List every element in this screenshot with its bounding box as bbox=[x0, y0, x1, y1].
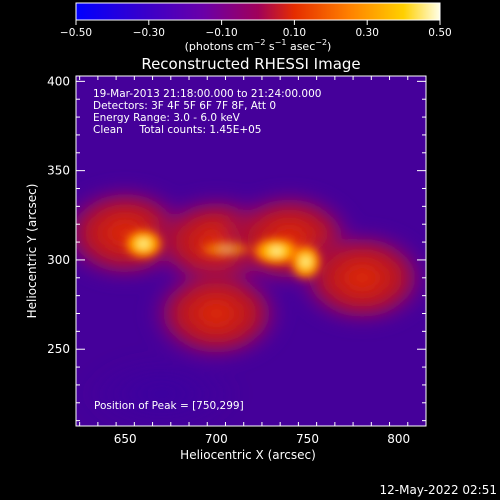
y-axis: 250 300 350 400 bbox=[47, 74, 426, 422]
y-tick-label: 350 bbox=[47, 164, 70, 178]
x-tick-label: 750 bbox=[296, 432, 319, 446]
x-tick-label: 800 bbox=[387, 432, 410, 446]
x-tick-label: 700 bbox=[205, 432, 228, 446]
plot-frame bbox=[75, 75, 427, 427]
annotation-time: 19-Mar-2013 21:18:00.000 to 21:24:00.000 bbox=[93, 88, 321, 100]
source-east-core bbox=[287, 241, 324, 282]
annotation-energy: Energy Range: 3.0 - 6.0 keV bbox=[93, 112, 241, 124]
colorbar-tick-label: 0.30 bbox=[356, 27, 379, 39]
y-tick-label: 400 bbox=[47, 74, 70, 88]
x-axis: 650 700 750 800 bbox=[79, 76, 427, 446]
colorbar bbox=[75, 2, 441, 21]
source-west bbox=[121, 226, 166, 261]
chart-title: Reconstructed RHESSI Image bbox=[141, 55, 360, 73]
annotation-detectors: Detectors: 3F 4F 5F 6F 7F 8F, Att 0 bbox=[93, 100, 276, 112]
annotation-clean: Clean Total counts: 1.45E+05 bbox=[93, 124, 262, 136]
colorbar-tick-label: −0.10 bbox=[206, 27, 238, 39]
diffuse-emission-blob bbox=[292, 227, 426, 328]
source-bridge bbox=[195, 239, 256, 260]
colorbar-tick-label: −0.30 bbox=[133, 27, 165, 39]
colorbar-tick-label: 0.50 bbox=[428, 27, 451, 39]
colorbar-tick-label: 0.10 bbox=[283, 27, 306, 39]
colorbar-ticks: −0.50 −0.30 −0.10 0.10 0.30 0.50 bbox=[60, 20, 452, 39]
x-tick-label: 650 bbox=[114, 432, 137, 446]
y-tick-label: 300 bbox=[47, 253, 70, 267]
y-axis-label: Heliocentric Y (arcsec) bbox=[25, 184, 39, 319]
diffuse-emission-blob bbox=[146, 263, 287, 364]
peak-position-label: Position of Peak = [750,299] bbox=[94, 400, 244, 412]
y-tick-label: 250 bbox=[47, 342, 70, 356]
image-area bbox=[76, 76, 426, 426]
colorbar-unit: (photons cm−2 s−1 asec−2) bbox=[185, 38, 332, 53]
emission-sources bbox=[121, 226, 324, 282]
low-flux-region bbox=[81, 353, 242, 426]
timestamp: 12-May-2022 02:51 bbox=[380, 483, 497, 497]
x-axis-label: Heliocentric X (arcsec) bbox=[180, 448, 316, 462]
colorbar-tick-label: −0.50 bbox=[60, 27, 92, 39]
